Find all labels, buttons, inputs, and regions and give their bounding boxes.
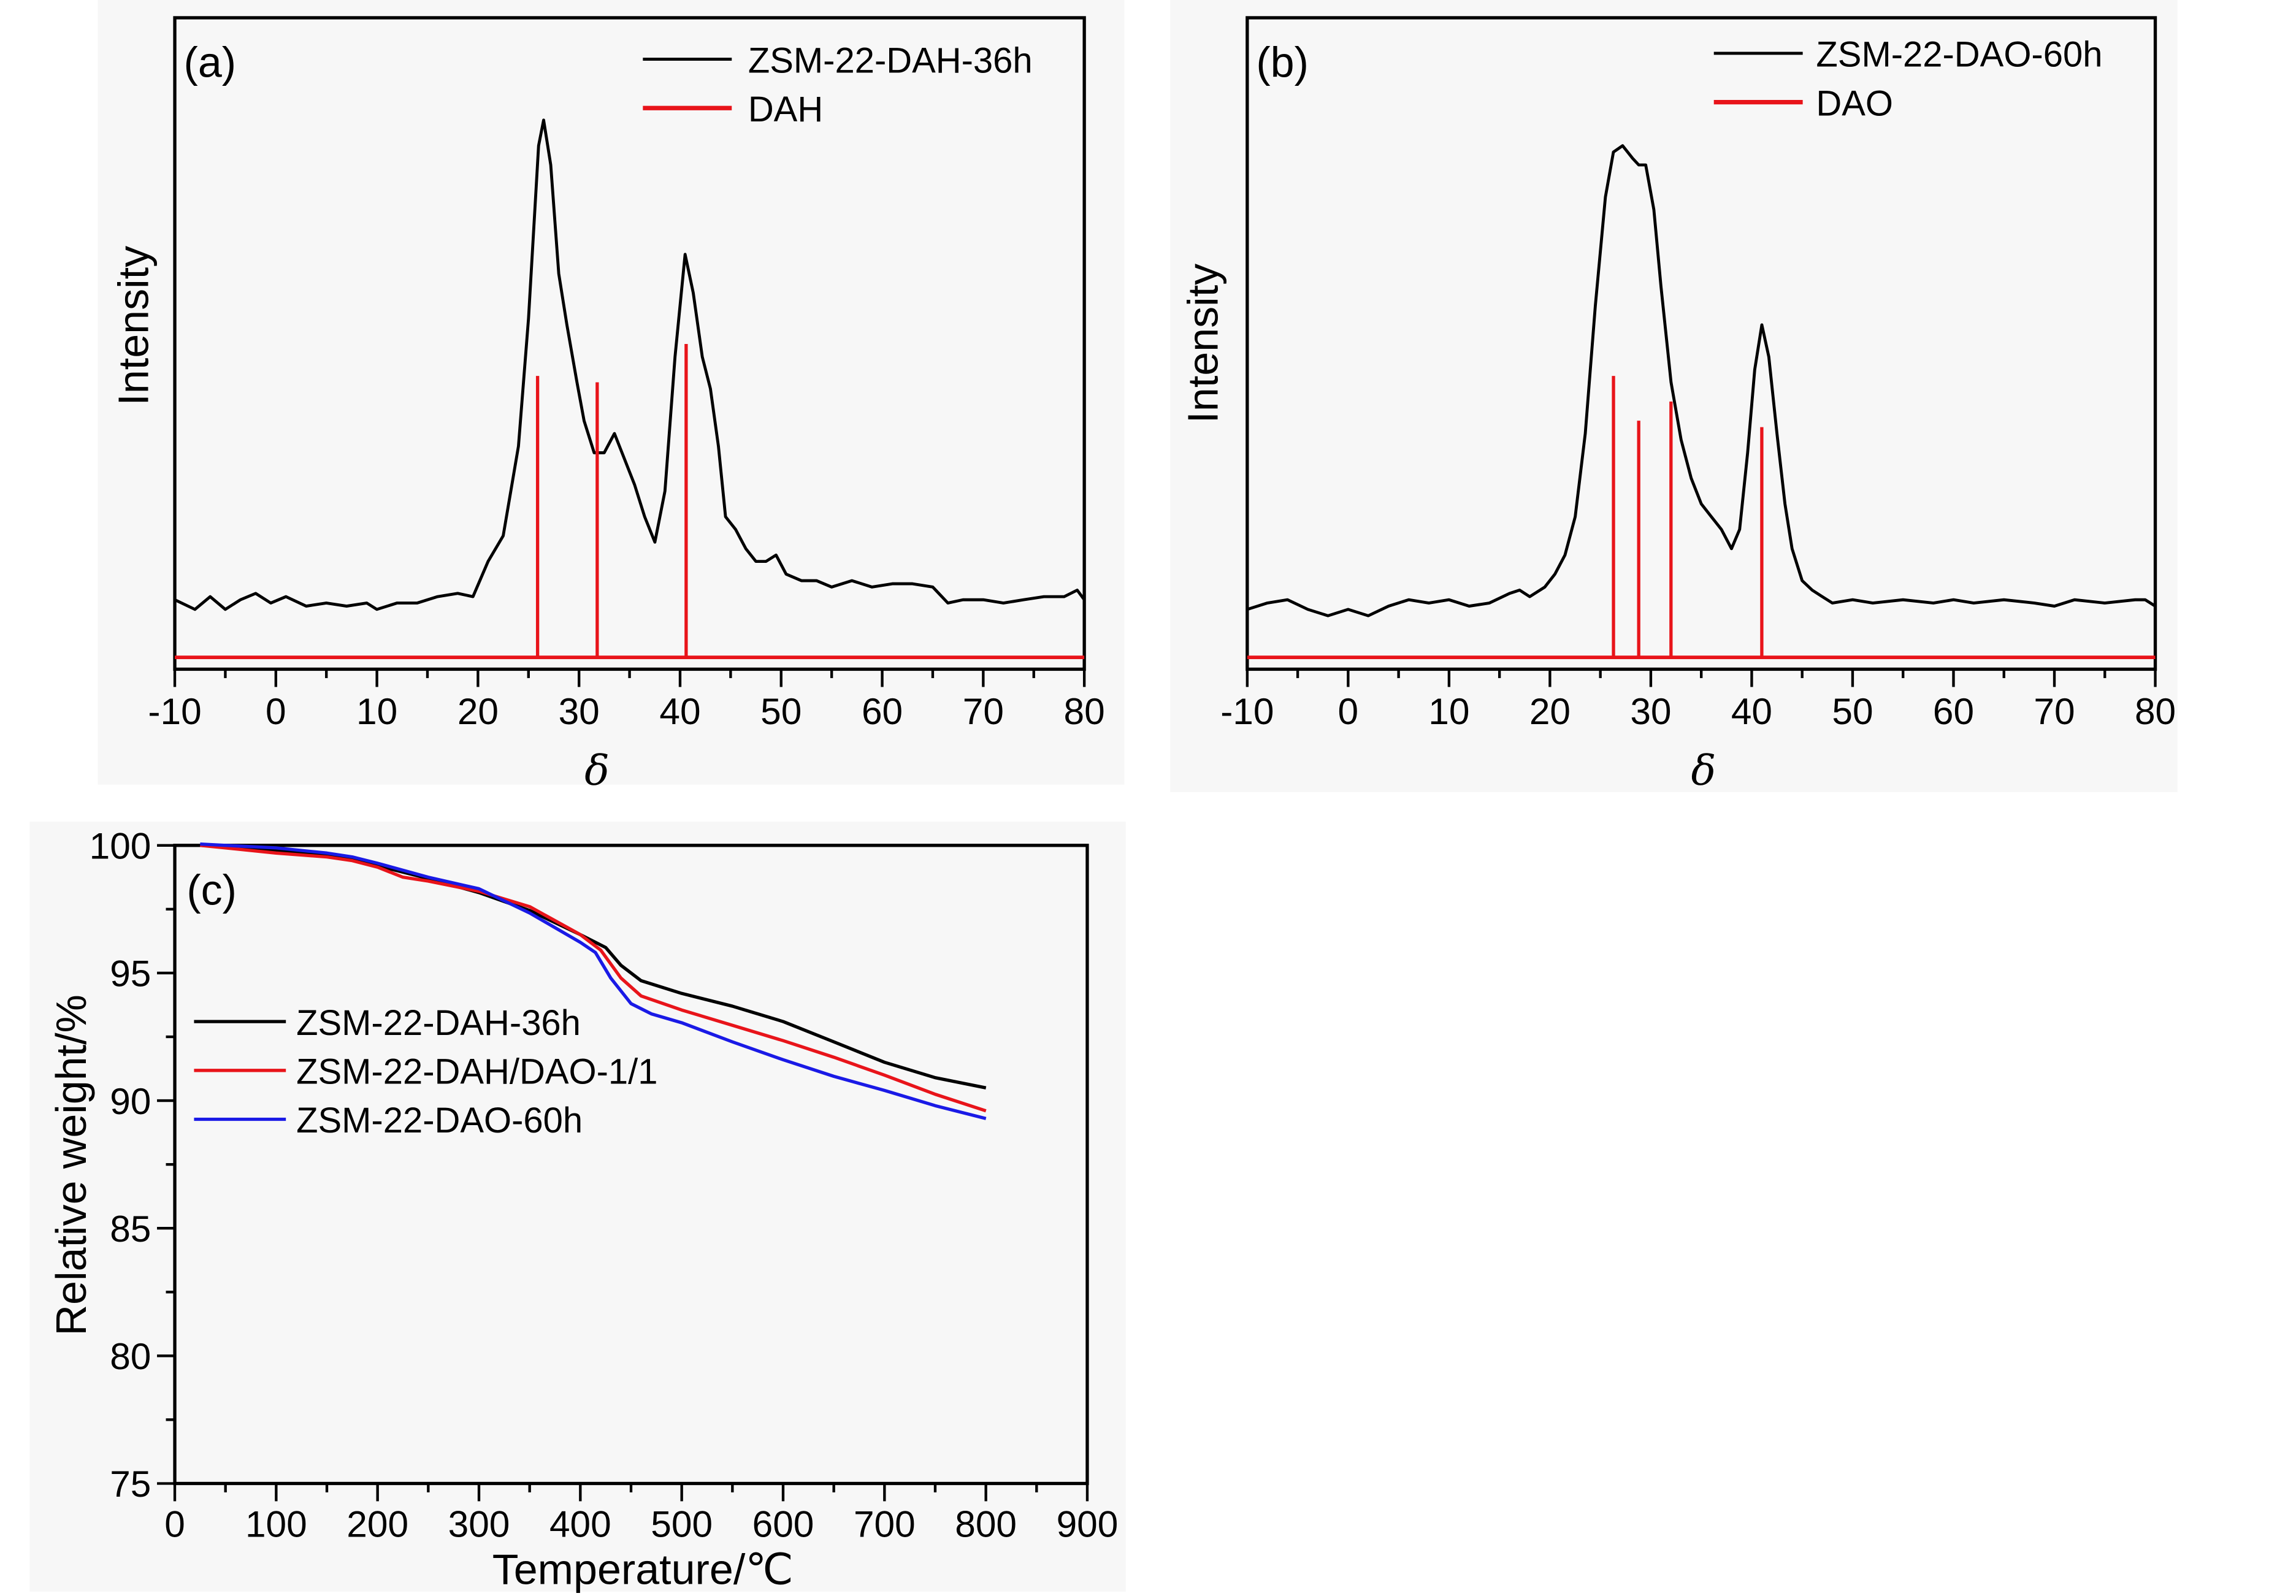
legend-label: ZSM-22-DAH/DAO-1/1 — [296, 1053, 657, 1092]
x-tick-label: 30 — [559, 690, 600, 732]
y-tick-label: 75 — [110, 1463, 151, 1505]
legend-label: ZSM-22-DAH-36h — [748, 41, 1033, 80]
x-tick-label: 40 — [659, 690, 700, 732]
x-tick-label: 10 — [1428, 690, 1469, 732]
panel-a-background — [98, 0, 1125, 785]
panel-c-background — [29, 822, 1126, 1592]
x-tick-label: 300 — [448, 1503, 510, 1544]
y-tick-label: 80 — [110, 1335, 151, 1377]
y-tick-label: 85 — [110, 1208, 151, 1250]
x-tick-label: 0 — [1338, 690, 1359, 732]
legend-label: ZSM-22-DAO-60h — [1816, 36, 2102, 75]
panel-label: (a) — [184, 39, 237, 86]
x-tick-label: 600 — [752, 1503, 814, 1544]
plot-frame — [1246, 16, 2157, 671]
x-tick-label: 10 — [356, 690, 397, 732]
panel-a: -10 0 10 20 30 40 50 60 70 80 δ Intensity (a) ZSM-22-… — [110, 16, 1105, 795]
x-tick-label: 200 — [346, 1503, 408, 1544]
y-axis-title: Relative weight/% — [47, 995, 95, 1335]
x-tick-label: 0 — [164, 1503, 185, 1544]
x-axis-title: δ — [1691, 746, 1716, 795]
x-tick-label: -10 — [1220, 690, 1274, 732]
x-tick-label: 100 — [245, 1503, 307, 1544]
x-tick-label: 40 — [1731, 690, 1772, 732]
x-tick-label: 80 — [2135, 690, 2176, 732]
x-tick-label: 20 — [1529, 690, 1571, 732]
series-line — [200, 844, 987, 1113]
y-axis-title: Intensity — [1179, 264, 1227, 424]
panel-c: 0 100 200 300 400 500 600 700 800 900 75 80 85 90 95 10… — [47, 825, 1118, 1594]
panel-label: (b) — [1256, 39, 1309, 86]
x-tick-label: 500 — [651, 1503, 713, 1544]
y-tick-label: 100 — [90, 825, 151, 867]
series-line — [200, 842, 987, 1120]
x-tick-label: 80 — [1064, 690, 1105, 732]
legend-label: DAO — [1816, 84, 1893, 123]
legend-label: ZSM-22-DAO-60h — [296, 1101, 583, 1140]
x-tick-label: 400 — [549, 1503, 611, 1544]
x-tick-label: 800 — [955, 1503, 1017, 1544]
series-line — [1247, 144, 2156, 617]
series-line — [174, 118, 1086, 611]
x-tick-label: 60 — [862, 690, 903, 732]
panel-label: (c) — [186, 866, 237, 914]
panel-b: -10 0 10 20 30 40 50 60 70 80 δ Intensity (b) ZSM-22-… — [1179, 16, 2176, 795]
x-tick-label: 20 — [457, 690, 499, 732]
x-tick-label: 30 — [1630, 690, 1671, 732]
y-tick-label: 95 — [110, 953, 151, 995]
y-axis-title: Intensity — [110, 246, 158, 406]
x-tick-label: -10 — [148, 690, 201, 732]
x-tick-label: 50 — [760, 690, 802, 732]
y-tick-label: 90 — [110, 1080, 151, 1122]
x-tick-label: 700 — [854, 1503, 916, 1544]
x-axis-title: δ — [584, 746, 610, 795]
x-tick-label: 50 — [1832, 690, 1873, 732]
x-tick-label: 70 — [2034, 690, 2075, 732]
x-tick-label: 70 — [963, 690, 1004, 732]
x-tick-label: 0 — [266, 690, 286, 732]
x-axis-title: Temperature/℃ — [492, 1546, 794, 1594]
legend-label: ZSM-22-DAH-36h — [296, 1004, 581, 1043]
x-tick-label: 900 — [1057, 1503, 1119, 1544]
plot-frame — [173, 16, 1086, 671]
legend-label: DAH — [748, 90, 823, 129]
x-tick-label: 60 — [1933, 690, 1974, 732]
